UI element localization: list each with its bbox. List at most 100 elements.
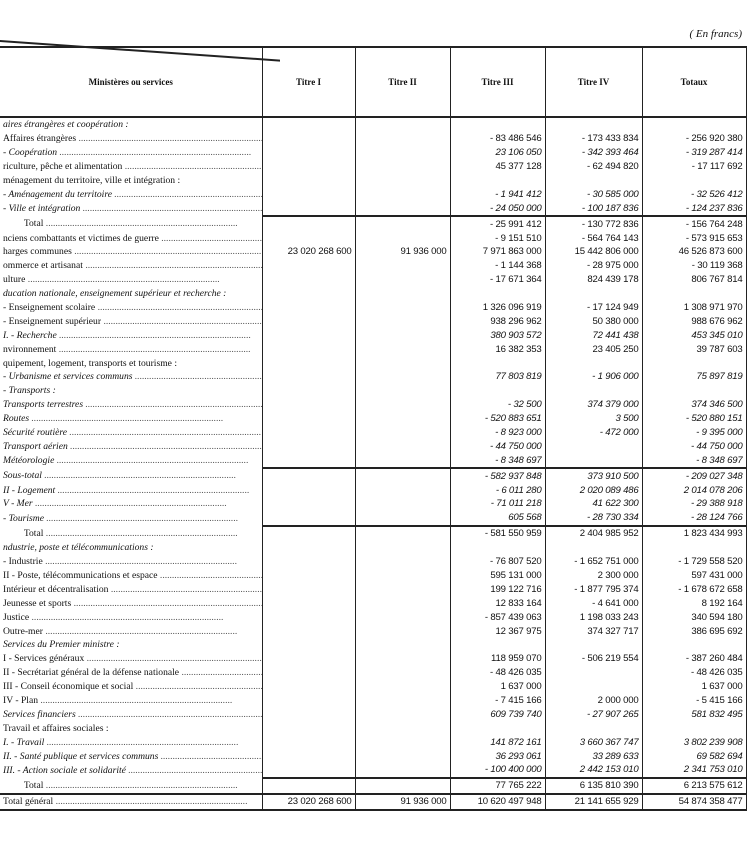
row-label: III - Conseil économique et social .....…	[0, 680, 262, 694]
cell-titre-1	[261, 554, 356, 569]
cell-titre-1	[261, 610, 356, 625]
cell-titre-4: 374 327 717	[544, 624, 643, 638]
cell-titre-4: - 130 772 836	[544, 215, 643, 232]
row-label: - Transports :	[0, 384, 262, 398]
cell-titre-1	[261, 637, 356, 652]
cell-titre-1: 23 020 268 600	[261, 245, 356, 259]
cell-titre-4: 2 020 089 486	[544, 483, 643, 498]
section-heading-row: quipement, logement, transports et touri…	[0, 356, 747, 371]
cell-titre-4: - 173 433 834	[544, 131, 643, 146]
cell-titre-2	[354, 187, 451, 202]
cell-titre-4	[544, 439, 643, 454]
row-label: nvironnement ...........................…	[0, 342, 262, 356]
cell-titre-4: 2 442 153 010	[544, 762, 643, 778]
table-row: V - Mer ................................…	[0, 497, 747, 511]
cell-totaux: - 8 348 697	[641, 453, 747, 470]
cell-titre-1	[261, 468, 356, 484]
cell-titre-2: 91 936 000	[354, 245, 451, 259]
cell-titre-1	[261, 328, 356, 343]
row-label-text: Services du Premier ministre :	[3, 639, 120, 651]
cell-totaux: 2 014 078 206	[641, 483, 747, 498]
cell-titre-2	[354, 383, 451, 398]
table-row: Affaires étrangères ....................…	[0, 131, 747, 146]
cell-titre-3: 1 326 096 919	[449, 300, 546, 315]
cell-titre-4	[544, 721, 643, 736]
cell-titre-3: - 100 400 000	[449, 762, 546, 778]
cell-titre-4: 824 439 178	[544, 272, 643, 287]
leader-dots: ........................................…	[71, 597, 262, 609]
cell-titre-1	[261, 453, 356, 470]
row-label: - Aménagement du territoire ............…	[0, 187, 262, 201]
cell-totaux: 39 787 603	[641, 342, 747, 357]
table-row: III - Conseil économique et social .....…	[0, 679, 747, 694]
cell-titre-2	[354, 749, 451, 763]
cell-titre-4: - 100 187 836	[544, 201, 643, 217]
table-row: II - Logement ..........................…	[0, 483, 747, 498]
cell-titre-3: - 25 991 412	[449, 215, 546, 232]
cell-titre-4: 6 135 810 390	[544, 776, 643, 794]
cell-totaux: 340 594 180	[641, 610, 747, 625]
row-label-text: nciens combattants et victimes de guerre	[3, 232, 159, 244]
leader-dots: ........................................…	[75, 708, 262, 720]
cell-titre-1	[261, 300, 356, 315]
row-label-text: Justice	[3, 611, 30, 623]
cell-titre-1	[261, 762, 356, 778]
table-row: nvironnement ...........................…	[0, 342, 747, 357]
leader-dots: ........................................…	[29, 611, 224, 623]
row-label-text: Routes	[3, 413, 30, 425]
table-row: nciens combattants et victimes de guerre…	[0, 231, 747, 246]
section-heading-row: ménagement du territoire, ville et intég…	[0, 173, 747, 188]
cell-titre-4: 23 405 250	[544, 342, 643, 357]
table-row: Sous-total .............................…	[0, 468, 747, 484]
cell-totaux: - 124 237 836	[641, 201, 747, 217]
cell-titre-2	[354, 651, 451, 666]
section-heading-row: Travail et affaires sociales :	[0, 721, 747, 736]
cell-titre-3	[449, 356, 546, 371]
leader-dots: ........................................…	[42, 625, 238, 637]
cell-titre-4	[544, 356, 643, 371]
cell-titre-1	[261, 483, 356, 498]
row-label: ménagement du territoire, ville et intég…	[0, 174, 262, 188]
cell-totaux	[641, 173, 747, 188]
cell-titre-1	[261, 187, 356, 202]
leader-dots: ........................................…	[42, 556, 237, 568]
row-label-text: nvironnement	[3, 343, 57, 355]
cell-totaux: 988 676 962	[641, 314, 747, 329]
cell-titre-4: 41 622 300	[544, 497, 643, 511]
row-label: Transports terrestres ..................…	[0, 398, 262, 412]
cell-titre-3	[449, 637, 546, 652]
cell-titre-2	[354, 453, 451, 470]
cell-totaux: 1 823 434 993	[641, 524, 747, 541]
row-label: Services du Premier ministre :	[0, 638, 262, 652]
cell-totaux: - 17 117 692	[641, 159, 747, 174]
cell-titre-3: - 582 937 848	[449, 468, 546, 484]
cell-titre-1	[261, 624, 356, 638]
row-label-text: Total général	[3, 796, 54, 808]
unit-note: ( En francs)	[689, 28, 742, 40]
row-label: II. - Santé publique et services communs…	[0, 749, 262, 763]
row-label-text: Travail et affaires sociales :	[3, 722, 109, 734]
cell-titre-2	[354, 397, 451, 412]
cell-titre-2	[354, 300, 451, 315]
row-label-text: ducation nationale, enseignement supérie…	[3, 288, 227, 300]
total-row: Total ..................................…	[0, 524, 747, 541]
leader-dots: ........................................…	[110, 583, 262, 595]
cell-totaux: 1 308 971 970	[641, 300, 747, 315]
cell-titre-1	[261, 425, 356, 440]
cell-titre-3	[449, 117, 546, 132]
row-label-text: - Ville et intégration	[3, 203, 81, 215]
cell-totaux: - 520 880 151	[641, 411, 747, 426]
cell-titre-1	[261, 749, 356, 763]
cell-titre-3: 609 739 740	[449, 707, 546, 722]
cell-titre-2	[354, 665, 451, 680]
cell-titre-1	[261, 411, 356, 426]
row-label: ndustrie, poste et télécommunications :	[0, 541, 262, 555]
grand-total-row: Total général ..........................…	[0, 792, 747, 811]
cell-totaux: - 9 395 000	[641, 425, 747, 440]
cell-titre-3: 605 568	[449, 510, 546, 526]
row-label: Total général ..........................…	[0, 792, 262, 811]
leader-dots: ........................................…	[71, 246, 262, 258]
row-label: Jeunesse et sports .....................…	[0, 596, 262, 610]
cell-titre-2	[354, 497, 451, 511]
leader-dots: ........................................…	[128, 764, 262, 776]
